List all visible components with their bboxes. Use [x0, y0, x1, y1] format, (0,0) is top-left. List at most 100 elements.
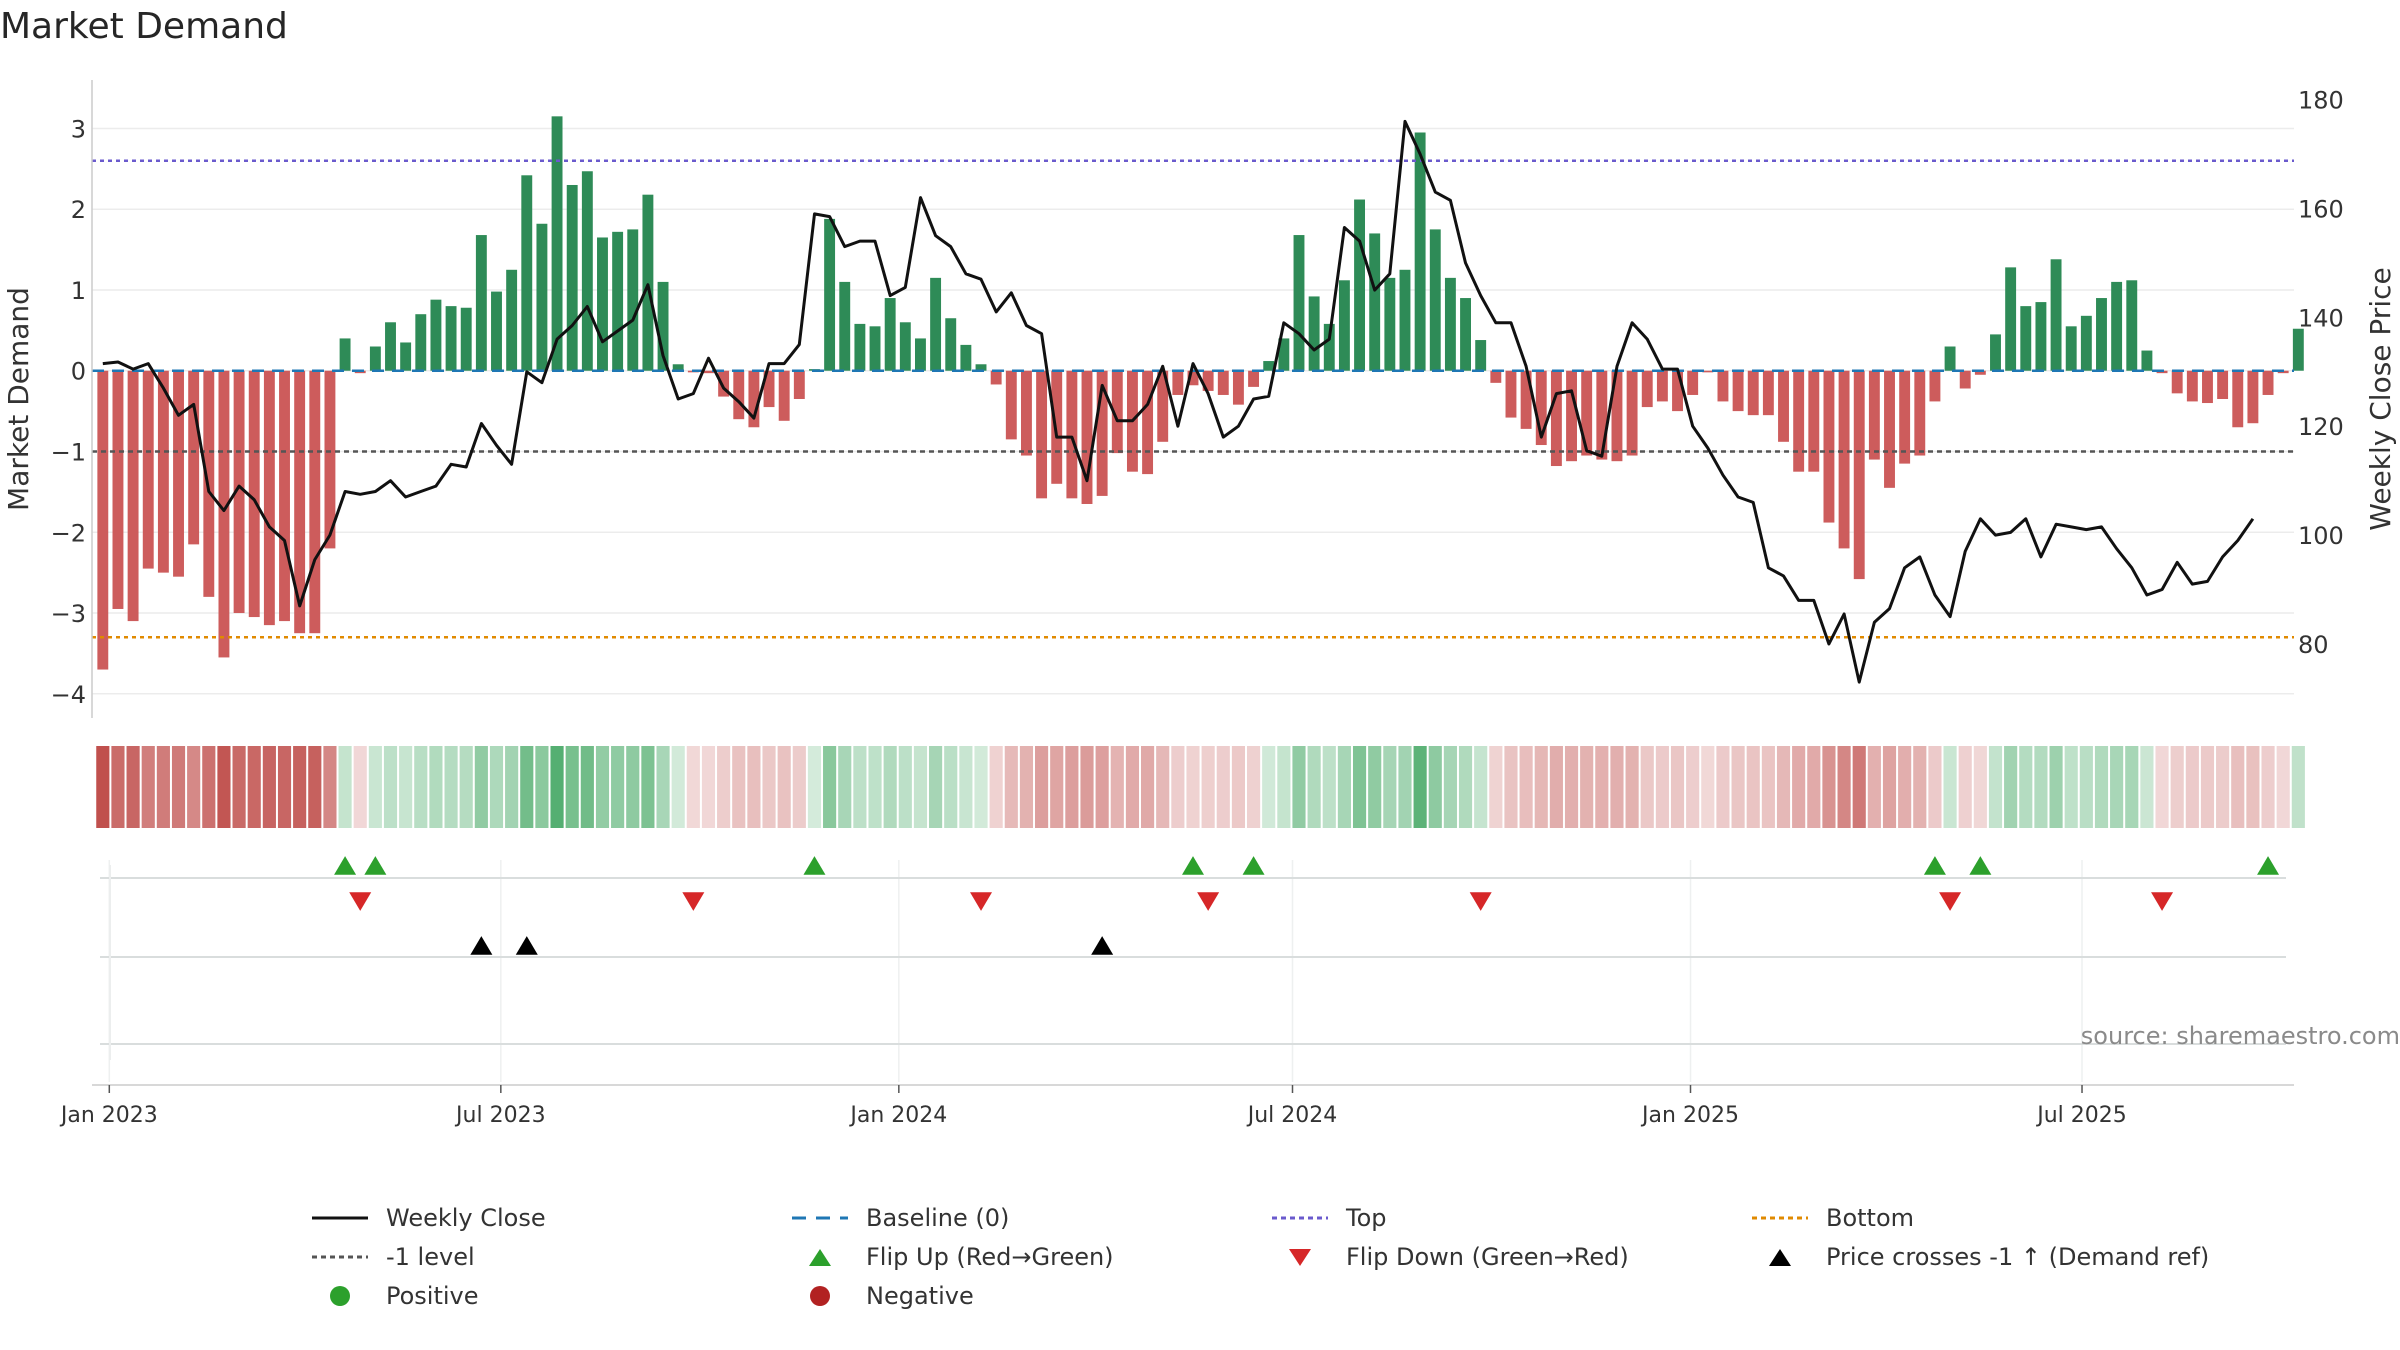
demand-bar: [263, 370, 275, 626]
chart-title: Market Demand: [0, 6, 288, 47]
flip-up-marker: [1182, 856, 1204, 875]
x-tick-label: Jul 2023: [454, 1103, 546, 1128]
demand-bar: [1672, 370, 1683, 412]
strip-cell: [1610, 746, 1624, 828]
strip-cell: [1277, 746, 1291, 828]
y-tick-label: 1: [71, 277, 86, 305]
strip-cell: [1519, 746, 1533, 828]
y2-axis-title: Weekly Close Price: [2364, 267, 2397, 530]
demand-bar: [1581, 370, 1593, 456]
strip-cell: [565, 746, 579, 828]
demand-bar: [2080, 315, 2092, 371]
demand-bar: [1838, 370, 1850, 549]
demand-bar: [2141, 350, 2153, 371]
demand-bar: [1005, 370, 1017, 440]
strip-cell: [1307, 746, 1321, 828]
demand-bar: [1611, 370, 1623, 462]
demand-bar: [400, 342, 412, 371]
source-note: source: sharemaestro.com: [2080, 1022, 2400, 1050]
demand-bar: [2171, 370, 2183, 394]
signal-markers: [100, 856, 2286, 1060]
strip-cell: [1186, 746, 1200, 828]
strip-cell: [383, 746, 398, 828]
demand-bar: [733, 370, 745, 420]
strip-cell: [1504, 746, 1518, 828]
strip-cell: [1262, 746, 1276, 828]
strip-cell: [1792, 746, 1806, 828]
strip-cell: [929, 746, 943, 828]
strip-cell: [535, 746, 549, 828]
demand-bar: [1399, 269, 1411, 371]
demand-bar: [1853, 370, 1865, 580]
strip-cell: [2094, 746, 2109, 828]
strip-cell: [1383, 746, 1397, 828]
demand-bar: [793, 370, 805, 399]
y2-tick-label: 80: [2298, 631, 2329, 659]
demand-bar: [1656, 370, 1668, 402]
flip-up-marker: [2257, 856, 2280, 875]
demand-bar: [1460, 298, 1471, 371]
demand-bar: [778, 370, 790, 421]
strip-cell: [2170, 746, 2184, 828]
y2-tick-label: 140: [2298, 304, 2344, 332]
demand-bar: [1884, 370, 1895, 488]
demand-bar: [2005, 267, 2017, 371]
demand-bar: [1702, 370, 1714, 373]
strip-cell: [2185, 746, 2199, 828]
strip-cell: [1428, 746, 1442, 828]
y2-tick-label: 100: [2298, 522, 2344, 550]
demand-bar: [1732, 370, 1744, 412]
demand-bar: [551, 116, 563, 371]
strip-cell: [1368, 746, 1382, 828]
demand-bar: [2050, 259, 2062, 371]
demand-bar: [506, 269, 518, 371]
demand-bar: [1369, 233, 1381, 371]
strip-cell: [126, 746, 140, 828]
grid-layer: [92, 127, 2294, 1082]
demand-bar: [627, 229, 639, 371]
strip-cell: [913, 746, 928, 828]
demand-bar: [1914, 370, 1926, 456]
demand-bar: [1687, 370, 1699, 395]
strip-cell: [1080, 746, 1094, 828]
strip-cell: [611, 746, 625, 828]
demand-bar: [1899, 370, 1911, 464]
demand-bar: [415, 314, 427, 371]
demand-bar: [657, 281, 669, 371]
demand-bar: [2096, 298, 2107, 371]
strip-cell: [1701, 746, 1715, 828]
strip-cell: [1201, 746, 1215, 828]
strip-cell: [202, 746, 216, 828]
demand-bar: [581, 171, 593, 371]
demand-bar: [1475, 340, 1487, 371]
strip-cell: [1337, 746, 1351, 828]
y2-tick-label: 120: [2298, 413, 2344, 441]
strip-cell: [1595, 746, 1609, 828]
strip-cell: [368, 746, 382, 828]
demand-bar: [1550, 370, 1562, 467]
demand-bar: [1187, 370, 1199, 386]
x-tick-label: Jan 2023: [59, 1103, 158, 1128]
strip-cell: [2125, 746, 2139, 828]
demand-bar: [839, 281, 851, 371]
x-tick-label: Jan 2024: [848, 1103, 947, 1128]
strip-cell: [580, 746, 594, 828]
strip-cell: [1050, 746, 1064, 828]
demand-bar: [2035, 302, 2047, 371]
demand-bar: [1808, 370, 1820, 472]
strip-cell: [1352, 746, 1367, 828]
demand-bar: [2065, 326, 2077, 371]
demand-bar: [536, 223, 548, 371]
demand-bar: [1232, 370, 1244, 405]
strip-cell: [353, 746, 367, 828]
strip-cell: [2276, 746, 2290, 828]
demand-bar: [1308, 296, 1320, 371]
demand-bar: [112, 370, 124, 609]
y2-tick-label: 160: [2298, 195, 2344, 223]
strip-cell: [595, 746, 610, 828]
strip-cell: [853, 746, 867, 828]
demand-bar: [2292, 328, 2304, 371]
strip-cell: [217, 746, 231, 828]
demand-bar: [1157, 370, 1169, 442]
strip-cell: [1489, 746, 1503, 828]
